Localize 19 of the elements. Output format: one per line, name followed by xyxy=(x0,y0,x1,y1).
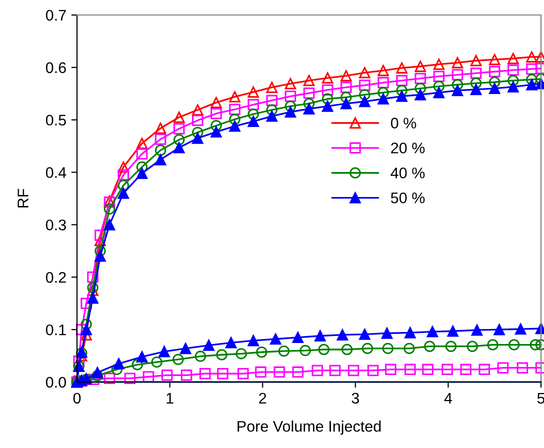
x-tick-label: 3 xyxy=(352,392,359,404)
y-tick-label: 0.3 xyxy=(46,220,66,230)
legend-label: 40 % xyxy=(390,168,425,178)
x-tick-label: 1 xyxy=(166,392,174,404)
legend-label: 50 % xyxy=(390,192,425,204)
x-axis-title: Pore Volume Injected xyxy=(238,420,381,435)
y-tick-label: 0.2 xyxy=(46,272,66,283)
x-tick-label: 2 xyxy=(259,392,266,404)
y-tick-label: 0.1 xyxy=(46,324,66,336)
y-tick-label: 0.7 xyxy=(46,10,66,21)
legend-label: 0 % xyxy=(390,118,416,128)
x-tick-label: 4 xyxy=(444,392,452,404)
legend-label: 20 % xyxy=(391,142,425,154)
y-tick-label: 0.6 xyxy=(46,62,66,74)
x-tick-label: 0 xyxy=(73,392,81,404)
y-axis-title: RF xyxy=(18,188,28,208)
y-tick-label: 0.0 xyxy=(46,376,66,388)
y-tick-label: 0.4 xyxy=(46,167,66,178)
y-tick-label: 0.5 xyxy=(46,114,66,126)
